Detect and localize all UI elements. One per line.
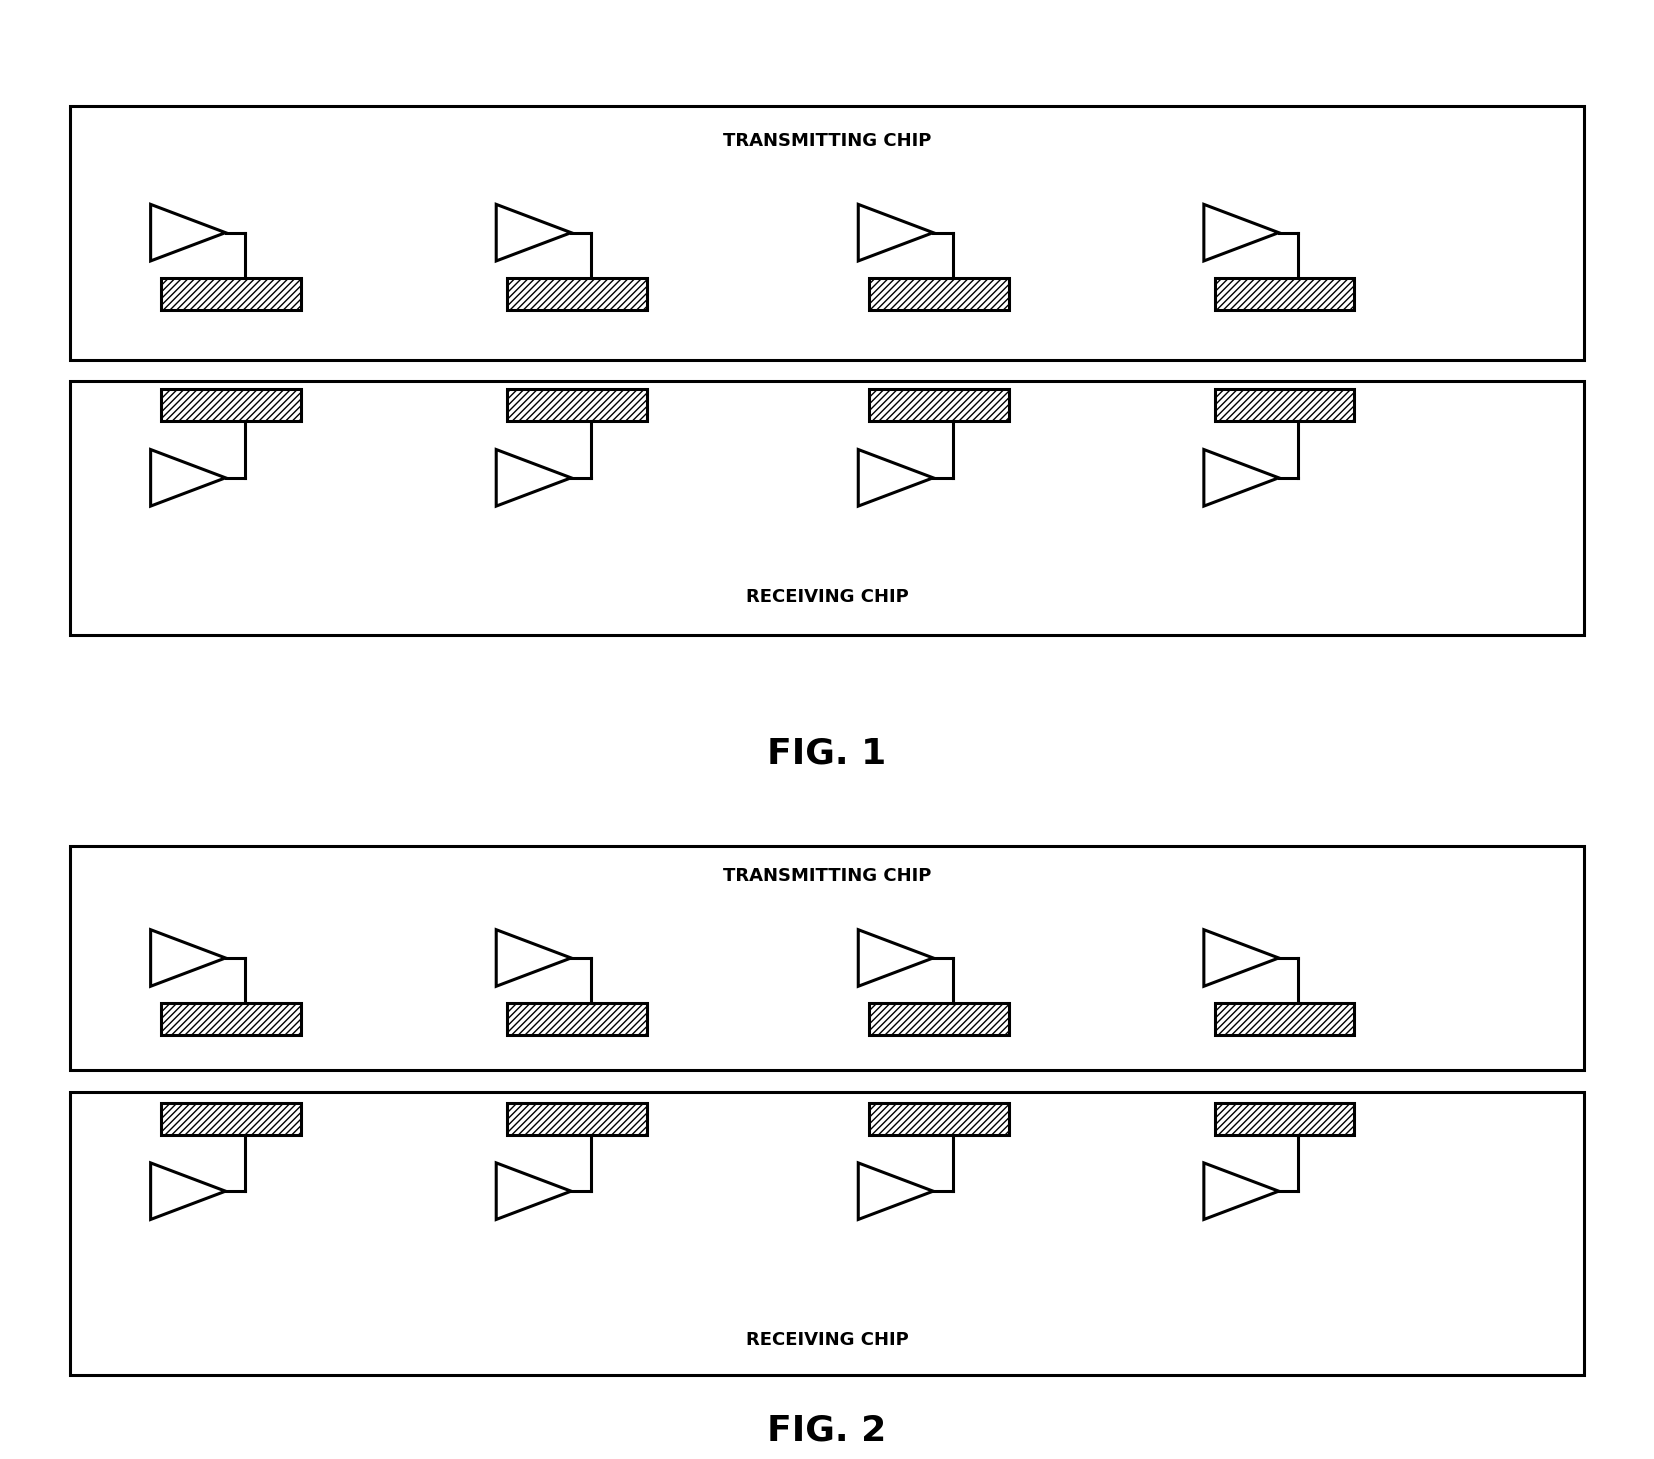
Polygon shape [496,204,571,261]
Bar [1214,277,1355,309]
Text: TRANSMITTING CHIP: TRANSMITTING CHIP [723,867,931,886]
Polygon shape [151,1163,225,1220]
Bar [868,277,1009,309]
Polygon shape [1204,449,1279,506]
Text: TRANSMITTING CHIP: TRANSMITTING CHIP [723,131,931,150]
Polygon shape [1204,929,1279,986]
Text: FIG. 1: FIG. 1 [767,737,887,770]
Bar [69,105,1585,359]
Bar [162,390,301,422]
Bar [162,1103,301,1135]
Polygon shape [496,929,571,986]
Bar [506,390,647,422]
Bar [1214,1103,1355,1135]
Polygon shape [858,449,933,506]
Bar [69,1093,1585,1374]
Bar [868,1103,1009,1135]
Polygon shape [496,1163,571,1220]
Bar [506,277,647,309]
Bar [1214,390,1355,422]
Polygon shape [1204,204,1279,261]
Polygon shape [496,449,571,506]
Bar [1214,1004,1355,1034]
Bar [868,390,1009,422]
Text: RECEIVING CHIP: RECEIVING CHIP [746,588,908,605]
Bar [506,1103,647,1135]
Polygon shape [858,1163,933,1220]
Polygon shape [858,204,933,261]
Text: RECEIVING CHIP: RECEIVING CHIP [746,1331,908,1350]
Polygon shape [858,929,933,986]
Bar [162,277,301,309]
Text: FIG. 2: FIG. 2 [767,1414,887,1447]
Bar [69,381,1585,635]
Polygon shape [151,449,225,506]
Polygon shape [151,204,225,261]
Polygon shape [1204,1163,1279,1220]
Bar [162,1004,301,1034]
Bar [506,1004,647,1034]
Polygon shape [151,929,225,986]
Bar [69,846,1585,1071]
Bar [868,1004,1009,1034]
